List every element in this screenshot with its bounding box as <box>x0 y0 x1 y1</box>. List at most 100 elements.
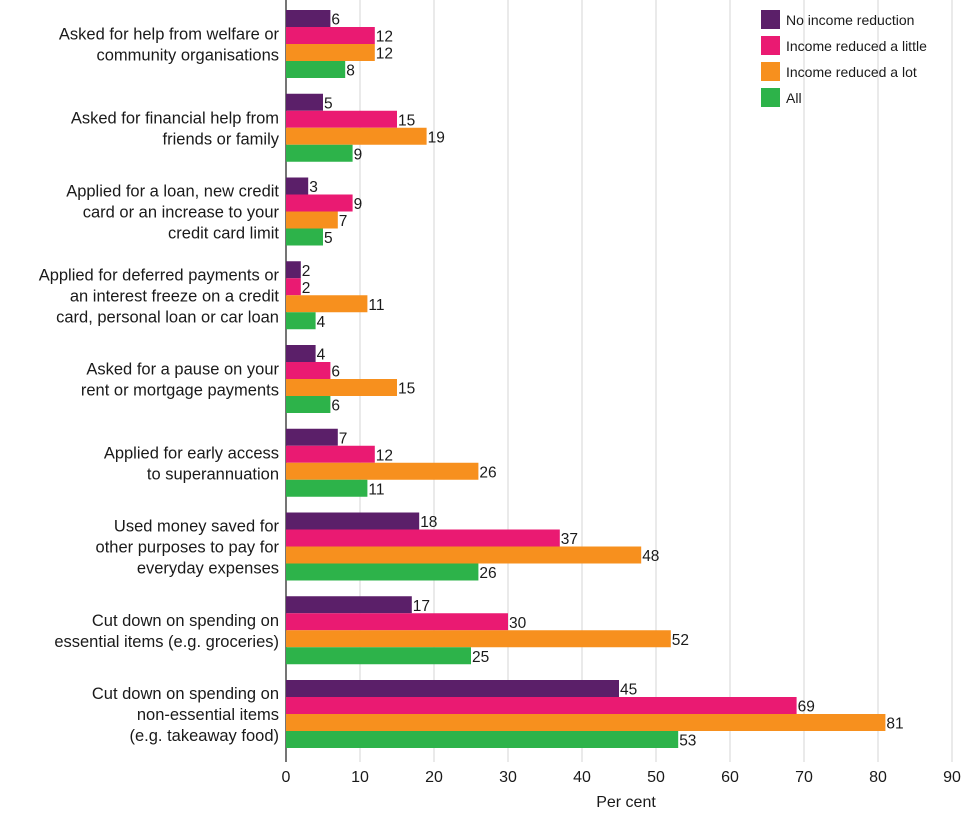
bar <box>286 177 309 195</box>
legend-label: All <box>786 90 802 106</box>
x-tick-label: 20 <box>425 769 443 786</box>
data-label: 26 <box>479 565 496 582</box>
bar <box>286 445 375 463</box>
legend-swatch <box>761 36 780 55</box>
data-label: 30 <box>509 615 527 632</box>
data-label: 26 <box>479 464 496 481</box>
bars: 6121285151993975221144615671226111837482… <box>286 10 904 750</box>
data-label: 11 <box>368 297 384 314</box>
data-label: 17 <box>413 598 430 615</box>
bar <box>286 680 619 697</box>
bar <box>286 647 471 665</box>
data-label: 45 <box>620 682 637 699</box>
legend-swatch <box>761 10 780 29</box>
category-label: everyday expenses <box>137 560 279 578</box>
data-label: 37 <box>561 531 578 548</box>
bar <box>286 27 375 44</box>
category-label: Cut down on spending on <box>92 685 279 703</box>
x-tick-label: 90 <box>943 769 961 786</box>
bar <box>286 379 397 396</box>
data-label: 11 <box>368 481 384 498</box>
data-label: 5 <box>324 95 333 112</box>
category-label: Asked for help from welfare or <box>59 26 280 44</box>
data-label: 2 <box>302 263 311 280</box>
bar <box>286 61 346 78</box>
bar <box>286 278 301 296</box>
bar <box>286 613 508 631</box>
category-label: card, personal loan or car loan <box>56 308 279 326</box>
data-label: 6 <box>331 398 340 415</box>
data-label: 12 <box>376 447 393 464</box>
bar <box>286 714 886 731</box>
bar <box>286 428 338 446</box>
data-label: 9 <box>354 146 363 163</box>
category-label: credit card limit <box>168 225 279 243</box>
data-label: 7 <box>339 430 348 447</box>
x-tick-label: 70 <box>795 769 813 786</box>
bar <box>286 697 797 714</box>
data-label: 12 <box>376 29 393 46</box>
data-label: 81 <box>886 716 903 733</box>
bar <box>286 93 323 111</box>
data-label: 48 <box>642 548 659 565</box>
legend-swatch <box>761 88 780 107</box>
category-label: Asked for financial help from <box>71 109 279 127</box>
data-label: 6 <box>331 12 340 29</box>
data-label: 12 <box>376 46 393 63</box>
bar <box>286 10 331 27</box>
data-label: 53 <box>679 733 696 750</box>
bar <box>286 345 316 362</box>
category-label: Applied for a loan, new credit <box>66 183 279 201</box>
legend-label: Income reduced a lot <box>786 64 917 80</box>
bar <box>286 194 353 212</box>
legend-label: No income reduction <box>786 12 914 28</box>
data-label: 52 <box>672 632 689 649</box>
bar <box>286 295 368 313</box>
data-label: 7 <box>339 213 348 230</box>
bar <box>286 396 331 413</box>
category-label: community organisations <box>97 47 280 65</box>
data-label: 6 <box>331 364 340 381</box>
bar <box>286 362 331 379</box>
x-tick-label: 40 <box>573 769 591 786</box>
category-label: other purposes to pay for <box>96 539 280 557</box>
bar <box>286 479 368 497</box>
x-tick-label: 0 <box>282 769 291 786</box>
category-label: non-essential items <box>137 706 279 724</box>
category-label: (e.g. takeaway food) <box>130 727 280 745</box>
data-label: 5 <box>324 230 333 247</box>
bar <box>286 261 301 279</box>
data-label: 4 <box>317 314 326 331</box>
category-label: card or an increase to your <box>83 204 280 222</box>
category-label: essential items (e.g. groceries) <box>54 633 279 651</box>
bar <box>286 630 671 648</box>
x-tick-label: 80 <box>869 769 887 786</box>
data-label: 15 <box>398 112 415 129</box>
data-label: 9 <box>354 196 363 213</box>
bar <box>286 110 397 128</box>
category-labels: Asked for help from welfare or community … <box>39 26 280 746</box>
legend-swatch <box>761 62 780 81</box>
data-label: 3 <box>309 179 318 196</box>
bar <box>286 529 560 547</box>
data-label: 15 <box>398 381 415 398</box>
legend: No income reduction Income reduced a litt… <box>761 10 927 107</box>
category-label: to superannuation <box>147 465 279 483</box>
data-label: 2 <box>302 280 311 297</box>
bar <box>286 127 427 145</box>
category-label: rent or mortgage payments <box>81 382 279 400</box>
data-label: 8 <box>346 63 355 80</box>
x-axis-ticks: 0 10 20 30 40 50 60 70 80 90 <box>282 769 961 786</box>
bar <box>286 312 316 330</box>
bar <box>286 211 338 229</box>
bar <box>286 596 412 614</box>
category-label: Asked for a pause on your <box>86 361 279 379</box>
x-axis-title: Per cent <box>596 794 656 811</box>
category-label: an interest freeze on a credit <box>70 287 280 305</box>
bar <box>286 144 353 162</box>
x-tick-label: 10 <box>351 769 369 786</box>
bar <box>286 228 323 246</box>
bar <box>286 563 479 581</box>
bar <box>286 44 375 61</box>
